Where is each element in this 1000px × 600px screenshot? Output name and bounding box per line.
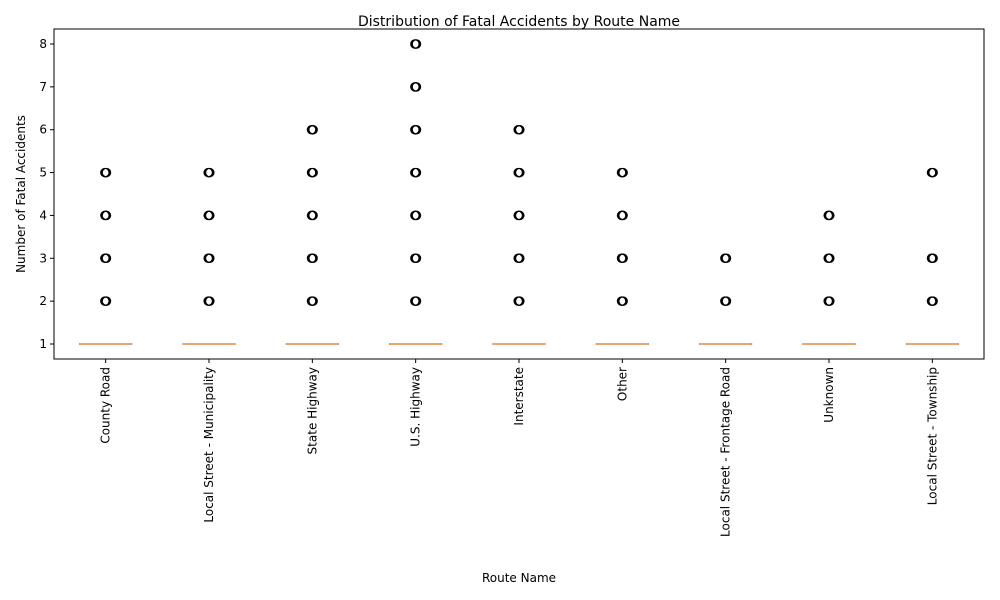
x-tick-label: Local Street - Municipality <box>202 367 216 523</box>
outlier-point <box>514 253 524 264</box>
outlier-point <box>100 167 111 178</box>
chart-title: Distribution of Fatal Accidents by Route… <box>358 14 680 30</box>
outlier-point <box>307 253 318 264</box>
x-tick-label: Local Street - Township <box>925 367 939 505</box>
outlier-point <box>617 253 628 264</box>
outlier-point <box>204 296 214 306</box>
outlier-point <box>720 253 731 264</box>
y-axis-title: Number of Fatal Accidents <box>14 115 28 273</box>
outlier-point <box>307 296 318 306</box>
x-tick-label: Local Street - Frontage Road <box>719 367 733 537</box>
x-tick-label: Unknown <box>822 367 836 423</box>
outlier-point <box>410 253 421 264</box>
outlier-point <box>307 210 318 221</box>
outlier-point <box>617 167 628 178</box>
outlier-point <box>514 124 524 135</box>
y-tick-label: 2 <box>39 294 47 308</box>
outlier-point <box>410 210 421 221</box>
outlier-point <box>824 253 834 264</box>
outlier-point <box>514 167 524 178</box>
outlier-point <box>307 167 318 178</box>
y-tick-label: 6 <box>39 123 47 137</box>
outlier-point <box>410 124 421 135</box>
x-tick-label: U.S. Highway <box>409 367 423 447</box>
outlier-point <box>927 253 938 264</box>
outlier-point <box>824 296 834 306</box>
outlier-point <box>204 210 214 221</box>
outlier-point <box>410 296 421 306</box>
y-tick-label: 8 <box>39 37 47 51</box>
y-tick-label: 3 <box>39 251 47 265</box>
outlier-point <box>514 210 524 221</box>
y-tick-label: 5 <box>39 166 47 180</box>
x-tick-label: State Highway <box>305 367 319 454</box>
x-tick-label: Interstate <box>512 367 526 426</box>
outlier-point <box>100 253 111 264</box>
outlier-point <box>410 82 421 92</box>
outlier-point <box>204 253 214 264</box>
plot-frame <box>53 28 985 360</box>
outlier-point <box>617 296 628 306</box>
outlier-point <box>927 296 938 306</box>
plot-area: 1 2 3 4 5 6 7 8 County Road Local Street - Munici… <box>39 37 959 537</box>
x-tick-label: Other <box>615 367 629 401</box>
x-axis-title: Route Name <box>482 571 556 585</box>
y-tick-label: 7 <box>39 80 47 94</box>
outlier-point <box>100 210 111 221</box>
outlier-point <box>410 167 421 178</box>
outlier-point <box>514 296 524 306</box>
y-tick-label: 4 <box>39 208 47 222</box>
outlier-point <box>617 210 628 221</box>
outlier-point <box>410 39 421 49</box>
outlier-point <box>307 124 318 135</box>
outlier-point <box>720 296 731 306</box>
y-tick-label: 1 <box>39 337 47 351</box>
outlier-point <box>204 167 214 178</box>
outlier-point <box>824 210 834 221</box>
x-tick-label: County Road <box>99 367 113 444</box>
outlier-point <box>927 167 938 178</box>
outlier-point <box>100 296 111 306</box>
